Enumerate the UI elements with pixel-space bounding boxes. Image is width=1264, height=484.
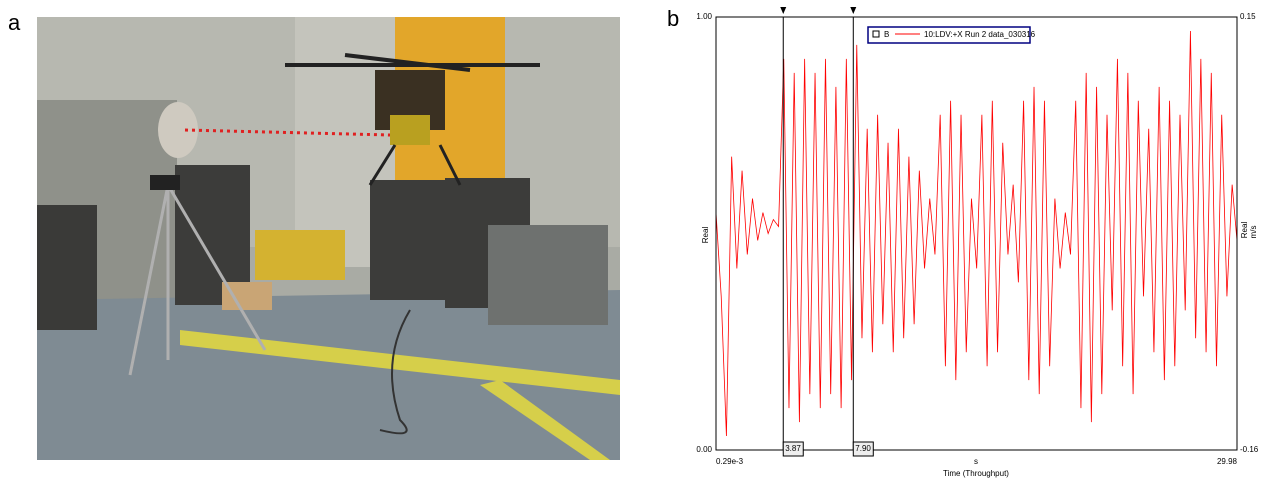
x-tick-label: 29.98 <box>1217 457 1238 466</box>
plot-frame <box>715 16 1238 451</box>
cursor-box <box>852 441 874 457</box>
x-axis-title: Time (Throughput) <box>943 469 1009 478</box>
y-tick-label: 1.00 <box>696 12 712 21</box>
cursor-label: 7.90 <box>855 444 871 453</box>
cursor-marker <box>780 7 787 14</box>
y-axis-title: Real <box>701 227 710 244</box>
panel-label: a <box>8 10 21 35</box>
y2-tick-label: -0.16 <box>1240 445 1259 454</box>
panel-label: b <box>667 6 679 31</box>
y-tick-label: 0.00 <box>696 445 712 454</box>
legend-marker: B <box>884 30 889 39</box>
y2-tick-label: 0.15 <box>1240 12 1256 21</box>
x-tick-label: 0.29e-3 <box>716 457 744 466</box>
photo <box>37 17 620 460</box>
data-line <box>715 30 1238 437</box>
x-unit: s <box>974 457 978 466</box>
cursor-marker <box>850 7 857 14</box>
y2-unit: m/s <box>1249 226 1258 239</box>
y2-axis-title: Real <box>1240 222 1249 239</box>
legend: B 10:LDV:+X Run 2 data_030316 <box>867 26 1036 44</box>
cursor-label: 3.87 <box>785 444 801 453</box>
cursor-box <box>782 441 804 457</box>
legend-label: 10:LDV:+X Run 2 data_030316 <box>924 30 1036 39</box>
